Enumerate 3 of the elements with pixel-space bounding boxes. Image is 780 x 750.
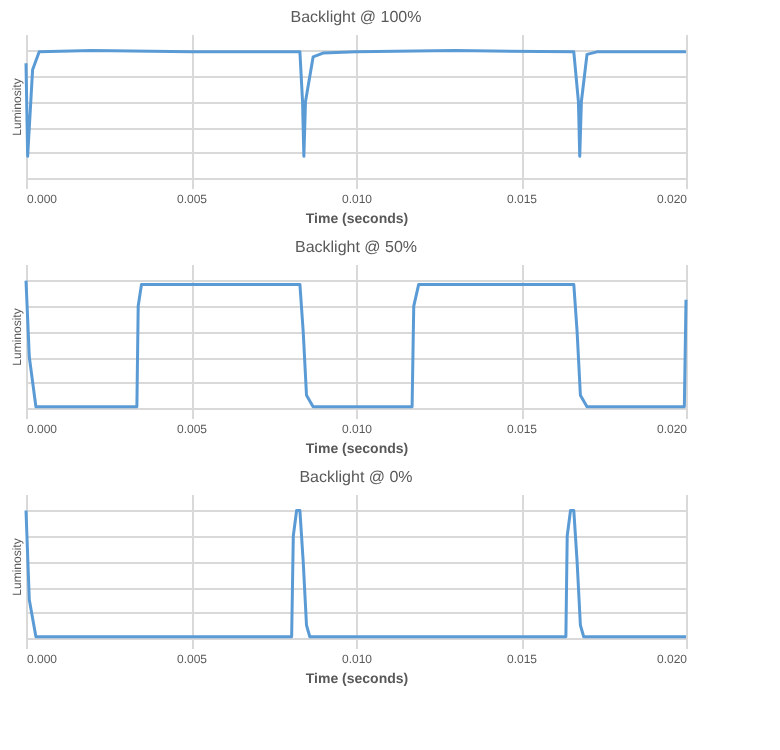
chart-title: Backlight @ 0% [299, 468, 413, 486]
chart-title: Backlight @ 100% [290, 8, 422, 26]
chart-title: Backlight @ 50% [294, 238, 418, 256]
